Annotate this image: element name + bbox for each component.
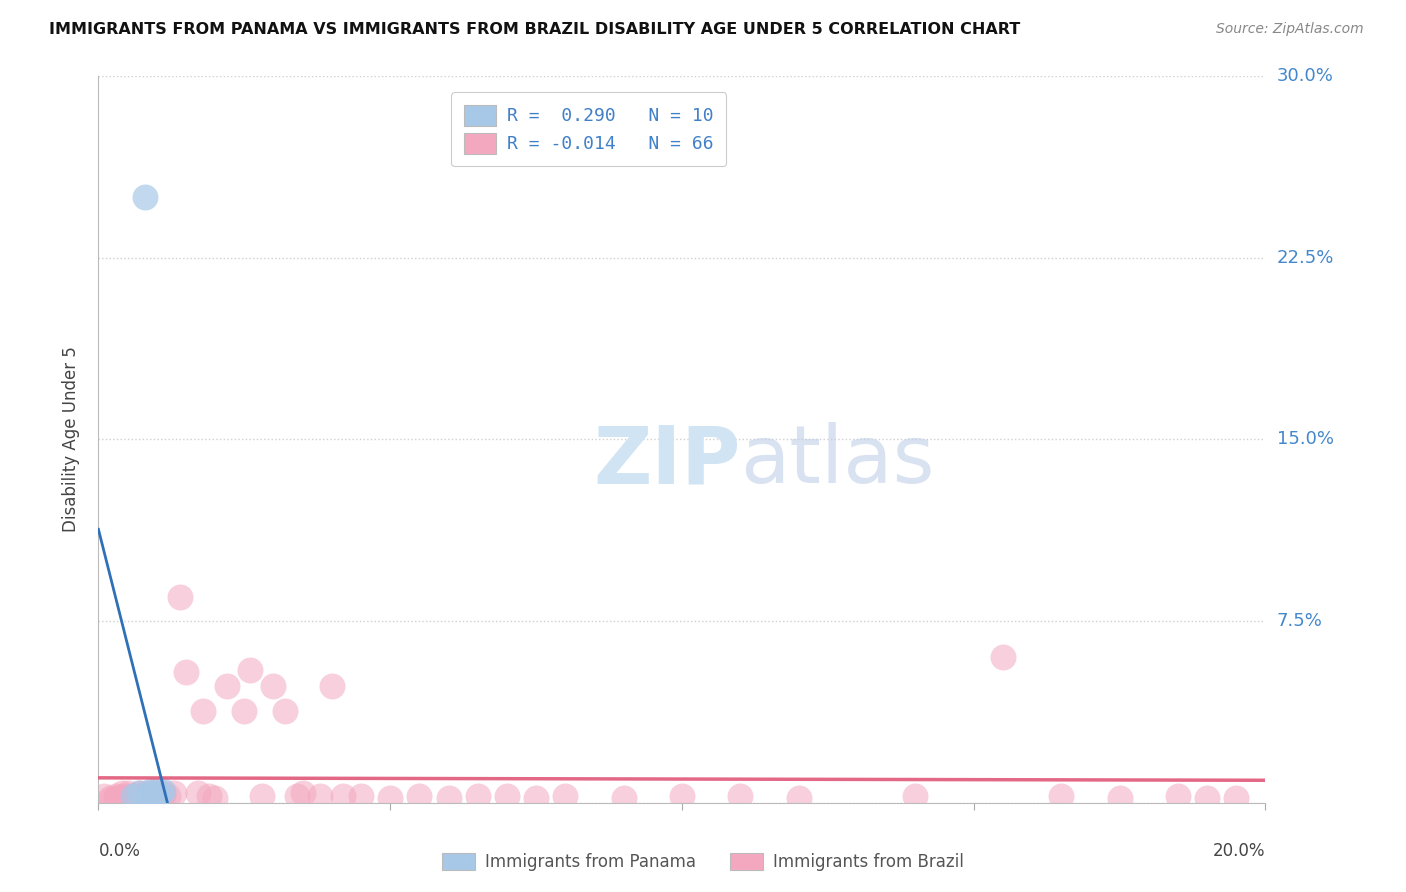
Text: 0.0%: 0.0% xyxy=(98,842,141,860)
Point xyxy=(146,791,169,805)
Text: IMMIGRANTS FROM PANAMA VS IMMIGRANTS FROM BRAZIL DISABILITY AGE UNDER 5 CORRELAT: IMMIGRANTS FROM PANAMA VS IMMIGRANTS FRO… xyxy=(49,22,1021,37)
Point xyxy=(174,665,197,679)
Point xyxy=(117,789,139,803)
Point xyxy=(111,793,134,807)
Text: 20.0%: 20.0% xyxy=(1213,842,1265,860)
Point xyxy=(169,590,191,604)
Point xyxy=(1167,789,1189,803)
Point xyxy=(524,791,547,805)
Point xyxy=(139,786,162,800)
Text: Source: ZipAtlas.com: Source: ZipAtlas.com xyxy=(1216,22,1364,37)
Point xyxy=(111,791,134,805)
Point xyxy=(991,650,1014,665)
Point xyxy=(198,789,221,803)
Point xyxy=(117,786,139,800)
Point xyxy=(93,789,115,803)
Point xyxy=(134,190,156,204)
Point xyxy=(1195,791,1218,805)
Legend: R =  0.290   N = 10, R = -0.014   N = 66: R = 0.290 N = 10, R = -0.014 N = 66 xyxy=(451,92,725,166)
Point xyxy=(122,793,145,807)
Text: 30.0%: 30.0% xyxy=(1277,67,1333,85)
Point xyxy=(146,789,169,803)
Point xyxy=(128,786,150,800)
Legend: Immigrants from Panama, Immigrants from Brazil: Immigrants from Panama, Immigrants from … xyxy=(433,845,973,880)
Point xyxy=(139,789,162,803)
Point xyxy=(134,786,156,800)
Point xyxy=(321,680,343,694)
Point xyxy=(787,791,810,805)
Point xyxy=(193,704,215,718)
Point xyxy=(233,704,256,718)
Point xyxy=(157,789,180,803)
Point xyxy=(467,789,489,803)
Point xyxy=(111,786,134,800)
Point xyxy=(149,786,172,800)
Point xyxy=(128,791,150,805)
Text: 7.5%: 7.5% xyxy=(1277,612,1323,630)
Point xyxy=(1050,789,1073,803)
Text: 15.0%: 15.0% xyxy=(1277,430,1333,449)
Point xyxy=(1108,791,1130,805)
Point xyxy=(98,793,121,807)
Point xyxy=(117,791,139,805)
Point xyxy=(128,789,150,803)
Text: ZIP: ZIP xyxy=(593,422,741,500)
Point xyxy=(380,791,402,805)
Point xyxy=(128,786,150,800)
Point xyxy=(111,789,134,803)
Point xyxy=(437,791,460,805)
Point xyxy=(274,704,297,718)
Point xyxy=(612,791,634,805)
Point xyxy=(152,783,174,797)
Point xyxy=(496,789,519,803)
Point xyxy=(139,786,162,800)
Point xyxy=(152,786,174,800)
Point xyxy=(215,680,238,694)
Point xyxy=(122,789,145,803)
Point xyxy=(285,789,308,803)
Point xyxy=(136,789,159,803)
Point xyxy=(122,791,145,805)
Point xyxy=(134,791,156,805)
Point xyxy=(291,786,314,800)
Point xyxy=(104,791,127,805)
Point xyxy=(204,791,226,805)
Point xyxy=(1225,791,1247,805)
Point xyxy=(350,789,373,803)
Point xyxy=(163,786,186,800)
Point xyxy=(134,789,156,803)
Point xyxy=(146,783,169,797)
Point xyxy=(152,789,174,803)
Point xyxy=(554,789,576,803)
Point xyxy=(408,789,430,803)
Point xyxy=(104,793,127,807)
Point xyxy=(262,680,284,694)
Point xyxy=(139,783,162,797)
Point xyxy=(904,789,927,803)
Point xyxy=(142,789,165,803)
Point xyxy=(309,789,332,803)
Text: 22.5%: 22.5% xyxy=(1277,249,1334,267)
Point xyxy=(187,786,209,800)
Point xyxy=(250,789,273,803)
Point xyxy=(332,789,354,803)
Point xyxy=(730,789,752,803)
Point xyxy=(104,789,127,803)
Point xyxy=(98,791,121,805)
Text: atlas: atlas xyxy=(741,422,935,500)
Y-axis label: Disability Age Under 5: Disability Age Under 5 xyxy=(62,346,80,533)
Point xyxy=(671,789,693,803)
Point xyxy=(122,789,145,803)
Point xyxy=(239,663,262,677)
